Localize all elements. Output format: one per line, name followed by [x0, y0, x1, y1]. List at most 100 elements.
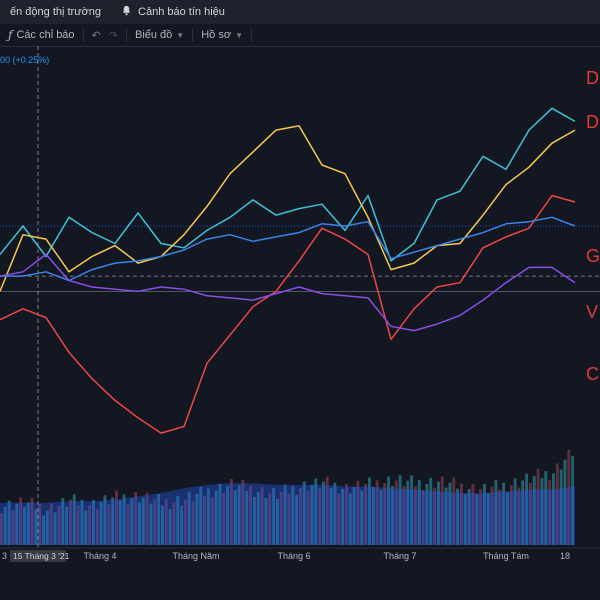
reference-lines [0, 46, 600, 548]
volume-bar [563, 459, 567, 545]
volume-bar [325, 476, 329, 545]
comparison-chart[interactable]: D DI G V C 3 Tháng 4 Tháng Năm Tháng 6 Tháng 7 Th… [0, 46, 600, 600]
volume-bar [222, 492, 226, 545]
volume-bar [53, 512, 57, 545]
volume-bar [276, 499, 279, 545]
undo-icon: ↶ [91, 29, 101, 42]
volume-bar [513, 478, 517, 545]
volume-bar [383, 483, 387, 545]
volume-bar [283, 484, 287, 545]
volume-bar [375, 480, 379, 545]
volume-bar [414, 486, 417, 546]
chevron-down-icon: ▼ [176, 30, 185, 40]
volume-bar [329, 487, 333, 545]
volume-bar [498, 489, 502, 546]
volume-bar [233, 490, 237, 545]
volume-bar [49, 503, 53, 545]
volume-bar [440, 476, 444, 545]
volume-bar [417, 480, 421, 545]
volume-bar [532, 475, 536, 545]
volume-bar [345, 483, 348, 545]
volume-bar [111, 497, 115, 545]
volume-bar [540, 478, 544, 545]
volume-bar [379, 489, 383, 545]
volume-bar [88, 505, 92, 545]
volume-bar [421, 490, 425, 545]
volume-bar [433, 487, 437, 545]
time-tick-label: 18 [560, 551, 570, 561]
volume-bar [333, 482, 337, 545]
volume-bar [218, 483, 222, 545]
series-line-d [0, 107, 576, 262]
volume-bar [30, 497, 34, 545]
series-line-c [0, 253, 576, 332]
profile-menu-button[interactable]: Hồ sơ ▼ [193, 24, 251, 46]
volume-bar [337, 493, 341, 545]
volume-bar [360, 490, 364, 545]
redo-button[interactable]: ↷ [109, 24, 126, 46]
volume-bar [391, 485, 394, 545]
volume-bar [402, 486, 406, 545]
series-label-v: V [586, 302, 598, 322]
volume-bar [310, 484, 314, 546]
volume-bar [517, 487, 521, 545]
series-label-c: C [586, 364, 599, 384]
volume-bar [69, 499, 72, 545]
volume-bar [471, 483, 475, 545]
volume-bar [322, 481, 325, 545]
volume-bar [364, 483, 368, 545]
market-movers-tab[interactable]: ến động thị trường [0, 6, 111, 18]
volume-bar [195, 493, 199, 545]
toolbar-divider [250, 28, 252, 42]
volume-bar [536, 468, 540, 545]
volume-bar [138, 502, 141, 545]
volume-bar [425, 483, 429, 545]
volume-bar [11, 510, 15, 545]
volume-bar [295, 495, 299, 545]
volume-bar [318, 488, 322, 545]
volume-bar [279, 491, 283, 545]
volume-bar [460, 483, 463, 545]
series-line-v [0, 216, 576, 282]
series-line-di [0, 125, 576, 292]
volume-bar [287, 493, 291, 545]
volume-bar [230, 479, 233, 545]
volume-bar [241, 480, 245, 545]
volume-bar [187, 492, 191, 545]
change-percent-label: 00 (+0.25%) [0, 55, 50, 65]
volume-bar [164, 499, 168, 545]
volume-bar [168, 508, 172, 545]
volume-bar [184, 499, 187, 545]
chart-menu-button[interactable]: Biểu đồ ▼ [127, 24, 192, 46]
volume-bar [237, 485, 241, 545]
volume-bar [84, 510, 88, 545]
volume-bar [552, 473, 555, 545]
volume-bar [567, 449, 571, 545]
volume-bar [23, 507, 26, 545]
volume-bar [302, 481, 306, 545]
series-label-bg [584, 246, 600, 266]
volume-bar [76, 505, 80, 545]
volume-bar [34, 508, 38, 545]
volume-bar [260, 486, 264, 545]
series-label-bg [584, 364, 600, 384]
volume-bar [368, 477, 371, 545]
signal-alerts-tab[interactable]: Cảnh báo tín hiệu [111, 5, 235, 19]
volume-bar [180, 505, 184, 545]
volume-bar [437, 481, 440, 546]
undo-button[interactable]: ↶ [84, 24, 109, 46]
series-label-di: DI [586, 112, 600, 132]
volume-bar [245, 491, 249, 545]
volume-bar [130, 498, 134, 545]
indicators-button[interactable]: ƒ Các chỉ báo [0, 24, 83, 46]
volume-bar [65, 506, 69, 545]
toolbar-divider [125, 28, 127, 42]
volume-bar [61, 497, 65, 545]
volume-bar [42, 515, 46, 545]
volume-bar [398, 475, 402, 545]
volume-bar [149, 503, 153, 545]
volume-bar [467, 489, 471, 545]
volume-bar [559, 469, 563, 545]
volume-bar [118, 500, 122, 545]
volume-bar [256, 492, 260, 545]
